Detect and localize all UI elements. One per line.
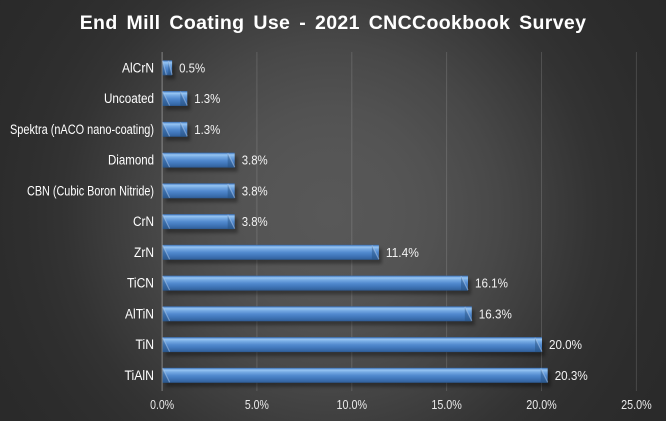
- svg-text:0.5%: 0.5%: [179, 60, 205, 75]
- svg-text:TiN: TiN: [136, 337, 155, 352]
- svg-text:20.0%: 20.0%: [549, 337, 582, 352]
- svg-text:20.3%: 20.3%: [555, 368, 588, 383]
- svg-text:25.0%: 25.0%: [621, 397, 652, 412]
- svg-text:TiAlN: TiAlN: [125, 368, 155, 383]
- svg-text:End Mill Coating Use - 2021 CN: End Mill Coating Use - 2021 CNCCookbook …: [80, 12, 587, 34]
- svg-text:CrN: CrN: [133, 214, 154, 229]
- svg-text:5.0%: 5.0%: [245, 397, 269, 412]
- svg-text:16.3%: 16.3%: [479, 306, 512, 321]
- svg-text:11.4%: 11.4%: [386, 245, 419, 260]
- svg-text:TiCN: TiCN: [127, 276, 154, 291]
- svg-text:Uncoated: Uncoated: [104, 91, 154, 106]
- svg-text:10.0%: 10.0%: [337, 397, 368, 412]
- svg-text:ZrN: ZrN: [134, 245, 154, 260]
- svg-text:16.1%: 16.1%: [475, 276, 508, 291]
- svg-text:20.0%: 20.0%: [526, 397, 557, 412]
- svg-text:3.8%: 3.8%: [242, 183, 268, 198]
- svg-text:Spektra (nACO nano-coating): Spektra (nACO nano-coating): [10, 122, 154, 137]
- svg-text:0.0%: 0.0%: [150, 397, 174, 412]
- svg-text:AlCrN: AlCrN: [122, 60, 154, 75]
- svg-text:15.0%: 15.0%: [431, 397, 462, 412]
- svg-text:3.8%: 3.8%: [242, 153, 268, 168]
- svg-text:3.8%: 3.8%: [242, 214, 268, 229]
- svg-text:AlTiN: AlTiN: [125, 306, 154, 321]
- svg-text:Diamond: Diamond: [108, 153, 154, 168]
- svg-text:1.3%: 1.3%: [194, 91, 220, 106]
- svg-text:1.3%: 1.3%: [194, 122, 220, 137]
- svg-text:CBN (Cubic Boron Nitride): CBN (Cubic Boron Nitride): [27, 183, 154, 198]
